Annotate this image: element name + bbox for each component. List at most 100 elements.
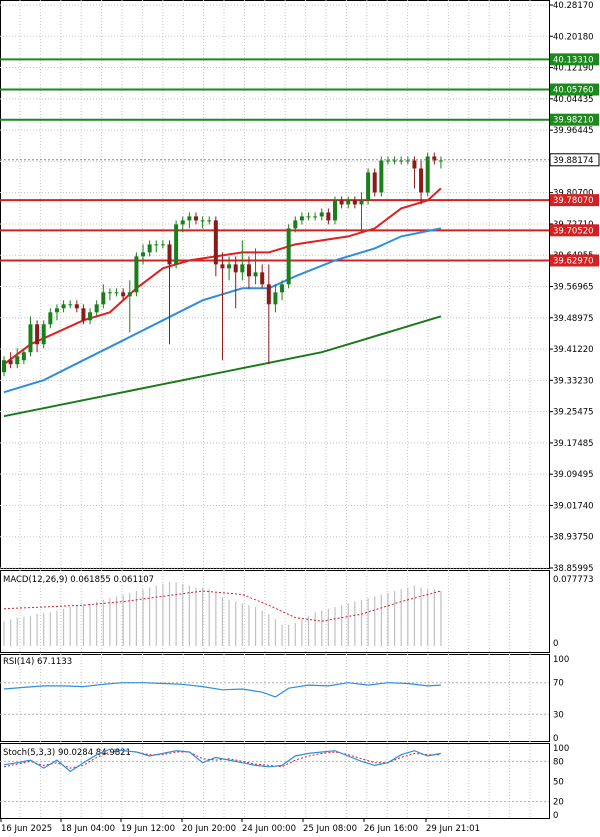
candle xyxy=(41,320,46,349)
current-price-tag xyxy=(549,153,600,167)
candle xyxy=(187,212,192,229)
candle xyxy=(405,156,410,165)
price-tick-label: 40.12190 xyxy=(553,64,594,74)
price-tick-label: 40.28170 xyxy=(553,1,594,11)
candle xyxy=(127,280,132,333)
price-tick-label: 38.93750 xyxy=(553,533,594,543)
grid-lines xyxy=(0,0,549,818)
candle-body xyxy=(141,252,146,257)
candle xyxy=(28,316,33,357)
candle xyxy=(68,300,73,309)
candle-body xyxy=(339,200,344,205)
candle xyxy=(154,240,159,253)
price-tick-label: 39.56965 xyxy=(553,283,594,293)
support-level-tag xyxy=(550,254,599,267)
candle-body xyxy=(94,304,99,313)
candle-body xyxy=(392,160,397,162)
candle xyxy=(379,156,384,197)
resistance-level-label: 40.05760 xyxy=(553,86,594,96)
candle xyxy=(61,300,66,313)
candle xyxy=(213,216,218,277)
ma-fast-line xyxy=(3,187,442,365)
resistance-level-tag xyxy=(550,83,599,96)
candle-body xyxy=(8,360,13,365)
candle-body xyxy=(319,212,324,217)
candle-body xyxy=(273,292,278,305)
price-tick-label: 39.33230 xyxy=(553,376,594,386)
candle xyxy=(101,284,106,309)
candle xyxy=(114,288,119,297)
candle xyxy=(227,256,232,281)
candle xyxy=(8,352,13,369)
candle-body xyxy=(419,168,424,193)
time-tick-label: 26 Jun 16:00 xyxy=(364,824,418,834)
price-tick-label: 39.17485 xyxy=(553,439,594,449)
rsi-panel: RSI(14) 67.1133 100 70 30 0 xyxy=(0,655,569,744)
candle xyxy=(339,196,344,209)
candle xyxy=(326,208,331,225)
price-tick-label: 38.85995 xyxy=(553,564,594,574)
candle xyxy=(306,212,311,221)
rsi-label: RSI(14) 67.1133 xyxy=(3,657,72,667)
resistance-level-tag xyxy=(550,53,599,66)
candle xyxy=(392,156,397,165)
candle xyxy=(240,240,245,281)
time-tick-label: 20 Jun 20:00 xyxy=(182,824,236,834)
panel-frame-0 xyxy=(0,0,550,569)
candle xyxy=(141,244,146,265)
candle-body xyxy=(114,292,119,294)
candle xyxy=(246,256,251,289)
candle xyxy=(412,156,417,189)
candle xyxy=(54,304,59,321)
candle-body xyxy=(121,292,126,297)
candle-body xyxy=(174,224,179,265)
candle-body xyxy=(227,264,232,269)
support-level-tag xyxy=(550,194,599,207)
ma-slow-line xyxy=(3,315,442,418)
candle-body xyxy=(180,220,185,225)
stoch-label: Stoch(5,3,3) 90.0284 84.9821 xyxy=(3,748,131,758)
candle xyxy=(359,192,364,233)
candle xyxy=(366,168,371,205)
candle-body xyxy=(74,304,79,309)
time-tick-label: 24 Jun 00:00 xyxy=(242,824,296,834)
candle xyxy=(352,196,357,209)
rsi-tick-label: 0 xyxy=(553,734,558,744)
time-tick-label: 18 Jun 04:00 xyxy=(61,824,115,834)
candle-body xyxy=(372,172,377,193)
moving-averages xyxy=(3,187,442,418)
price-tick-label: 39.96445 xyxy=(553,126,594,136)
candle-body xyxy=(154,244,159,246)
candle-body xyxy=(127,292,132,297)
resistance-level-tag xyxy=(550,113,599,126)
candle-body xyxy=(385,160,390,162)
candle xyxy=(193,212,198,225)
candle xyxy=(74,300,79,313)
candle-body xyxy=(167,244,172,265)
price-tick-label: 40.04435 xyxy=(553,95,594,105)
price-tick-label: 39.80700 xyxy=(553,189,594,199)
candle xyxy=(346,196,351,209)
candle xyxy=(107,288,112,301)
candle xyxy=(15,348,20,369)
candle xyxy=(207,216,212,225)
candle-body xyxy=(220,264,225,269)
stoch-tick-label: 50 xyxy=(553,778,564,788)
candle xyxy=(372,168,377,197)
candle-body xyxy=(147,244,152,253)
rsi-tick-label: 30 xyxy=(553,710,564,720)
candle-body xyxy=(160,244,165,246)
support-level-label: 39.62970 xyxy=(553,256,594,266)
candle-body xyxy=(88,312,93,321)
macd-signal-line xyxy=(3,590,442,622)
candle xyxy=(425,152,430,197)
candle xyxy=(94,300,99,317)
time-tick-label: 29 Jun 21:01 xyxy=(426,824,480,834)
candle-body xyxy=(438,160,443,162)
stoch-panel: Stoch(5,3,3) 90.0284 84.9821 100 80 50 20 0 xyxy=(0,744,569,821)
candle-body xyxy=(21,352,26,361)
panel-frame-3 xyxy=(0,743,550,819)
candle xyxy=(233,256,238,309)
candle xyxy=(319,208,324,221)
